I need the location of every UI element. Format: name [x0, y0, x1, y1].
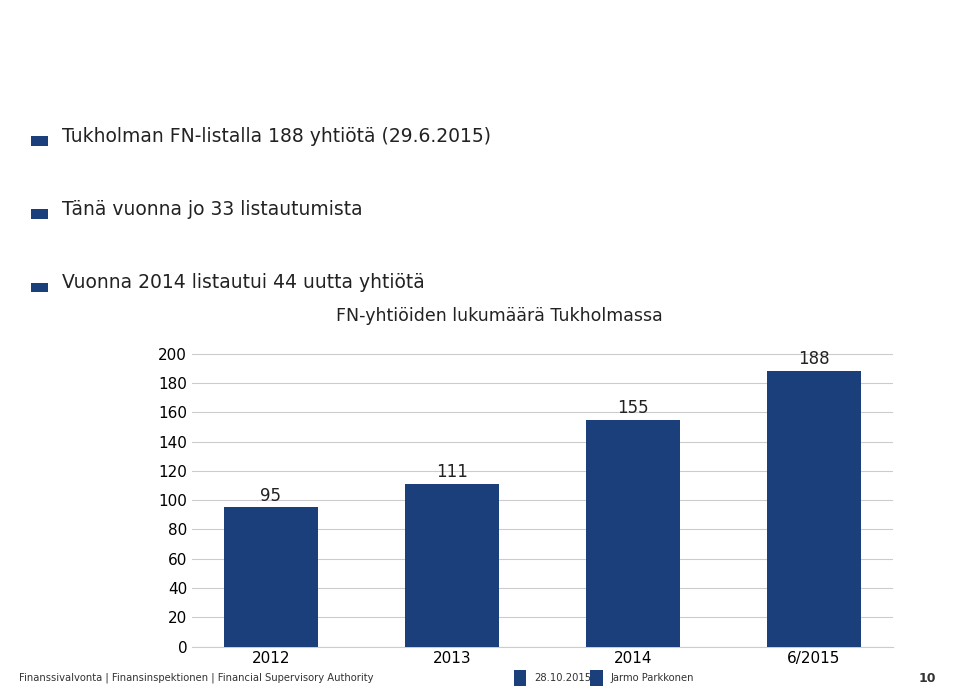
Bar	[405, 484, 499, 647]
Bar	[31, 282, 48, 292]
Text: 28.10.2015: 28.10.2015	[534, 673, 591, 683]
Bar	[224, 507, 318, 647]
Text: 95: 95	[260, 487, 281, 505]
Bar	[31, 210, 48, 219]
Text: Jarmo Parkkonen: Jarmo Parkkonen	[611, 673, 694, 683]
Text: Finanssivalvonta | Finansinspektionen | Financial Supervisory Authority: Finanssivalvonta | Finansinspektionen | …	[19, 672, 373, 684]
Bar	[31, 136, 48, 145]
Bar	[590, 670, 603, 686]
Text: Tukholman FN-listalla 188 yhtiötä (29.6.2015): Tukholman FN-listalla 188 yhtiötä (29.6.…	[62, 127, 491, 146]
Text: FN-yhtiöiden lukumäärä Tukholmassa: FN-yhtiöiden lukumäärä Tukholmassa	[336, 307, 662, 325]
Bar	[514, 670, 526, 686]
Text: Vielä ollaan reilusti Ruotsia jäljessä: Vielä ollaan reilusti Ruotsia jäljessä	[31, 37, 618, 65]
Text: 111: 111	[436, 463, 468, 481]
Text: 188: 188	[798, 350, 829, 368]
Text: 155: 155	[617, 398, 649, 417]
Bar	[586, 419, 680, 647]
Text: 10: 10	[919, 672, 936, 684]
Bar	[767, 371, 861, 647]
Text: Vuonna 2014 listautui 44 uutta yhtiötä: Vuonna 2014 listautui 44 uutta yhtiötä	[62, 273, 424, 292]
Text: Tänä vuonna jo 33 listautumista: Tänä vuonna jo 33 listautumista	[62, 200, 363, 219]
